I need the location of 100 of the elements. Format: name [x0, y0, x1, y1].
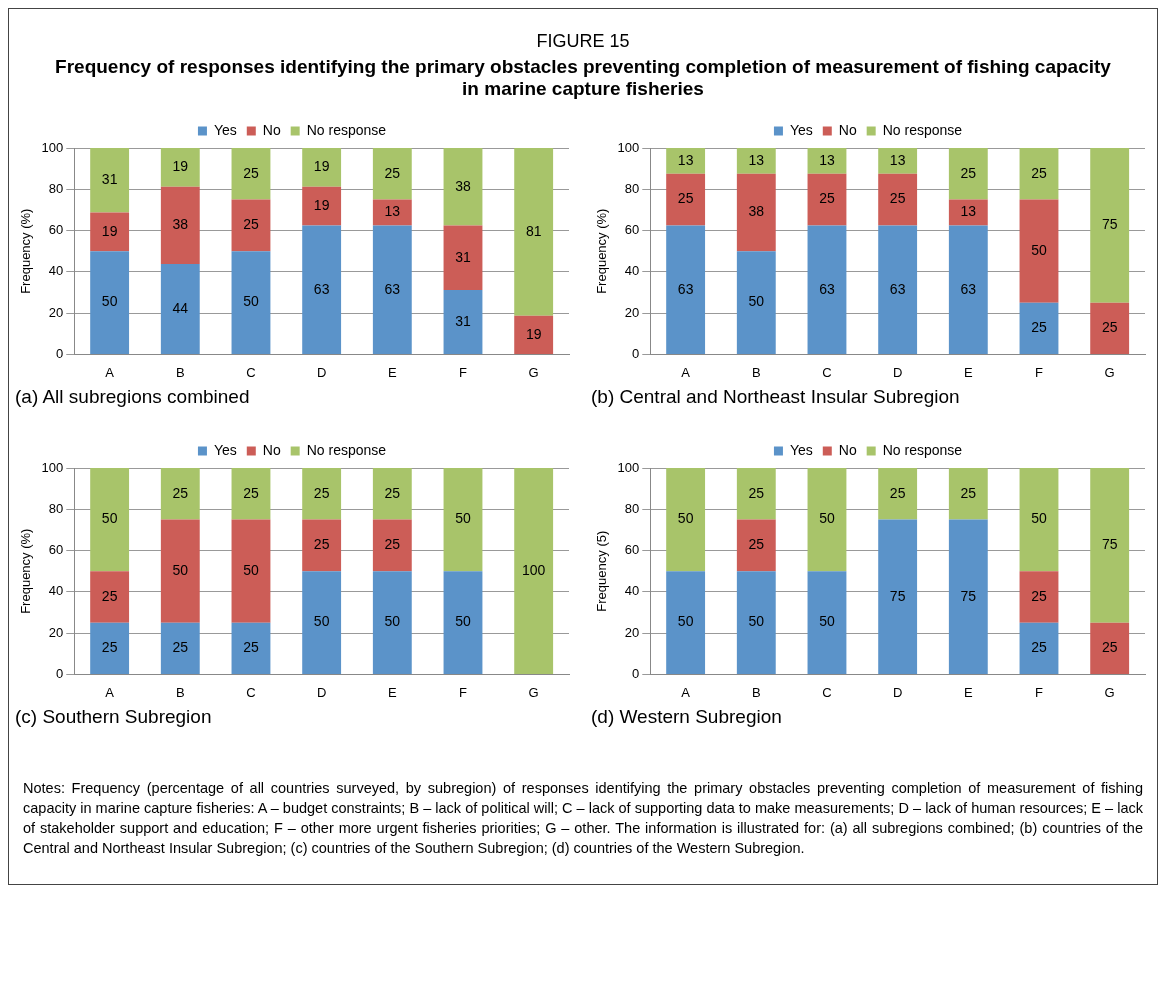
legend-label: No — [262, 441, 281, 458]
x-tick-label: C — [246, 364, 256, 380]
data-label: 25 — [960, 164, 977, 181]
data-label: 44 — [172, 299, 189, 316]
bar — [878, 519, 918, 674]
data-label: 50 — [677, 510, 694, 527]
bar — [443, 225, 483, 290]
x-tick-label: F — [459, 684, 468, 700]
y-tick-label: 80 — [48, 500, 64, 516]
y-axis-title: Frequency (5) — [594, 530, 610, 612]
y-tick-label: 80 — [624, 180, 640, 196]
y-tick-label: 0 — [56, 665, 64, 681]
data-label: 25 — [677, 190, 694, 207]
y-tick-label: 60 — [624, 542, 640, 558]
bar — [443, 571, 483, 674]
data-label: 63 — [819, 280, 835, 297]
bar — [1090, 302, 1130, 354]
text: (a) All subregions combined — [15, 386, 251, 408]
data-label: 50 — [101, 510, 118, 527]
x-tick-label: C — [246, 684, 256, 700]
bar — [231, 468, 271, 520]
bar — [948, 148, 988, 200]
bar — [514, 468, 554, 674]
data-label: 63 — [313, 280, 330, 297]
data-label: 13 — [384, 203, 401, 220]
bar — [160, 186, 200, 265]
data-label: 13 — [960, 203, 977, 220]
data-label: 25 — [243, 216, 259, 233]
data-label: 25 — [1031, 639, 1047, 656]
y-tick-label: 100 — [617, 139, 640, 155]
data-label: 50 — [748, 293, 765, 310]
text: Notes: Frequency (percentage of all countries surveyed, by subregion) of responses identifying the primary obstacles preventing completion of measurement of fishing capacity in marine capture fisheries: A – budget constraints; B – lack of political will; C – lack of supporting data to make measurements; D – lack of human resources; E – lack of stakeholder support and education; F – other more urgent fisheries priorities; G – other. The information is illustrated for: (a) all subregions combined; (b) countries of the Central and Northeast Insular Subregion; (c) countries of the Southern Subregion; (d) countries of the Western Subregion. — [22, 779, 1144, 858]
data-label: 13 — [889, 151, 906, 168]
data-label: 25 — [384, 536, 401, 553]
text: (b) Central and Northeast Insular Subregion — [591, 386, 961, 408]
x-tick-label: B — [751, 684, 761, 700]
y-tick-label: 60 — [48, 222, 64, 238]
legend-label: Yes — [789, 121, 813, 138]
y-axis-title: Frequency (%) — [18, 208, 34, 294]
x-tick-label: G — [528, 684, 539, 700]
bar — [160, 264, 200, 354]
y-tick-label: 40 — [48, 583, 64, 599]
bar — [302, 225, 342, 354]
bar — [1019, 199, 1059, 303]
y-tick-label: 20 — [48, 304, 64, 320]
data-label: 31 — [455, 312, 471, 329]
data-label: 25 — [748, 536, 765, 553]
text: (d) Western Subregion — [591, 706, 783, 728]
y-axis-title: Frequency (%) — [18, 528, 34, 614]
data-label: 63 — [960, 280, 977, 297]
bar — [1090, 468, 1130, 623]
data-label: 13 — [819, 151, 835, 168]
bar — [160, 148, 200, 187]
legend-label: No — [262, 121, 281, 138]
x-tick-label: B — [751, 364, 761, 380]
x-tick-label: C — [822, 364, 832, 380]
data-label: 25 — [243, 639, 259, 656]
bar — [807, 571, 847, 674]
x-tick-label: B — [175, 684, 185, 700]
data-label: 25 — [384, 164, 401, 181]
x-tick-label: E — [387, 364, 397, 380]
data-label: 50 — [384, 613, 401, 630]
bar — [160, 468, 200, 520]
bar — [666, 173, 706, 226]
y-tick-label: 80 — [48, 180, 64, 196]
text: (c) Southern Subregion — [15, 706, 213, 728]
bar — [1090, 622, 1130, 674]
bar — [666, 571, 706, 674]
bar — [90, 622, 130, 674]
data-label: 31 — [455, 248, 471, 265]
data-label: 25 — [960, 484, 977, 501]
bar — [878, 148, 918, 174]
bar — [736, 468, 776, 520]
data-label: 50 — [243, 293, 259, 310]
bar — [1019, 302, 1059, 354]
data-label: 50 — [748, 613, 765, 630]
legend-label: Yes — [789, 441, 813, 458]
x-tick-label: E — [963, 684, 973, 700]
bar — [302, 468, 342, 520]
bar — [666, 225, 706, 354]
bar — [666, 148, 706, 174]
data-label: 63 — [677, 280, 694, 297]
data-label: 38 — [748, 203, 765, 220]
bar — [948, 519, 988, 674]
x-tick-label: F — [1035, 364, 1044, 380]
bar — [736, 148, 776, 174]
data-label: 63 — [384, 280, 401, 297]
data-label: 31 — [101, 171, 118, 188]
x-tick-label: A — [681, 364, 691, 380]
data-label: 50 — [172, 562, 189, 579]
x-tick-label: E — [963, 364, 973, 380]
data-label: 25 — [1101, 319, 1118, 336]
data-label: 25 — [313, 536, 330, 553]
data-label: 25 — [889, 190, 906, 207]
bar — [90, 571, 130, 623]
bar — [736, 571, 776, 674]
x-tick-label: A — [105, 364, 115, 380]
data-label: 25 — [1031, 164, 1047, 181]
bar — [372, 519, 412, 572]
x-tick-label: F — [1035, 684, 1044, 700]
